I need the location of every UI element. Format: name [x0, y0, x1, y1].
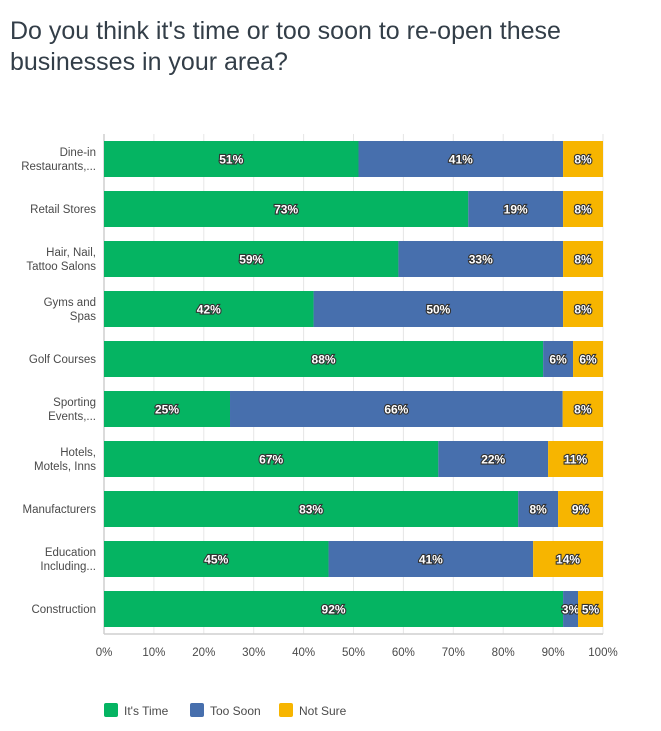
bar-segment — [104, 391, 231, 427]
data-label: 88% — [312, 353, 336, 367]
bar-segment — [328, 541, 534, 577]
bar-segment — [230, 391, 563, 427]
bar-segment — [563, 291, 603, 327]
data-label: 25% — [155, 403, 179, 417]
category-label: Golf Courses — [29, 354, 96, 366]
bar-segment — [562, 391, 603, 427]
category-label: Tattoo Salons — [26, 261, 96, 273]
data-label: 92% — [322, 603, 346, 617]
x-tick-label: 60% — [392, 647, 415, 659]
data-label: 33% — [469, 253, 493, 267]
category-label: Hotels, — [60, 447, 96, 459]
bar-segment — [104, 341, 544, 377]
x-tick-label: 80% — [492, 647, 515, 659]
bar-segment — [104, 591, 564, 627]
data-label: 83% — [299, 503, 323, 517]
data-label: 8% — [574, 253, 592, 267]
data-label: 8% — [574, 153, 592, 167]
bar-segment — [563, 591, 579, 627]
legend-swatch — [104, 703, 118, 717]
data-label: 19% — [504, 203, 528, 217]
data-label: 41% — [449, 153, 473, 167]
bar-segment — [548, 441, 603, 477]
x-tick-label: 20% — [192, 647, 215, 659]
category-label: Hair, Nail, — [46, 247, 96, 259]
category-label: Including... — [40, 561, 96, 573]
x-tick-label: 40% — [292, 647, 315, 659]
category-label: Retail Stores — [30, 204, 96, 216]
bar-segment — [104, 541, 329, 577]
bar-segment — [398, 241, 564, 277]
data-label: 6% — [549, 353, 567, 367]
bar-segment — [104, 141, 359, 177]
bar-segment — [468, 191, 564, 227]
bar-segment — [104, 441, 439, 477]
x-tick-label: 50% — [342, 647, 365, 659]
category-label: Dine-in — [60, 147, 96, 159]
category-label: Restaurants,... — [21, 161, 96, 173]
data-label: 41% — [419, 553, 443, 567]
data-label: 45% — [204, 553, 228, 567]
x-tick-label: 10% — [142, 647, 165, 659]
bar-segment — [558, 491, 603, 527]
legend-label: Too Soon — [210, 704, 261, 718]
x-tick-label: 90% — [542, 647, 565, 659]
category-label: Sporting — [53, 397, 96, 409]
data-label: 42% — [197, 303, 221, 317]
category-label: Manufacturers — [22, 504, 96, 516]
data-label: 67% — [259, 453, 283, 467]
x-tick-label: 30% — [242, 647, 265, 659]
category-label: Construction — [31, 604, 96, 616]
bar-segment — [358, 141, 564, 177]
bar-segment — [563, 191, 603, 227]
bar-segment — [313, 291, 564, 327]
data-label: 22% — [481, 453, 505, 467]
bar-segment — [578, 591, 603, 627]
category-label: Spas — [70, 311, 96, 323]
x-tick-label: 0% — [96, 647, 113, 659]
data-label: 6% — [579, 353, 597, 367]
legend-label: It's Time — [124, 704, 169, 718]
bar-segment — [543, 341, 574, 377]
data-label: 66% — [384, 403, 408, 417]
bar-segment — [563, 241, 603, 277]
data-label: 9% — [572, 503, 590, 517]
legend-swatch — [279, 703, 293, 717]
bar-segment — [563, 141, 603, 177]
legend-swatch — [190, 703, 204, 717]
data-label: 8% — [574, 403, 592, 417]
category-label: Education — [45, 547, 96, 559]
bar-segment — [518, 491, 559, 527]
data-label: 59% — [239, 253, 263, 267]
bar-segment — [104, 191, 469, 227]
data-label: 14% — [556, 553, 580, 567]
bar-segment — [573, 341, 603, 377]
data-label: 3% — [562, 603, 580, 617]
x-tick-label: 100% — [588, 647, 617, 659]
chart-title: Do you think it's time or too soon to re… — [10, 17, 561, 76]
data-label: 73% — [274, 203, 298, 217]
bar-segment — [104, 241, 399, 277]
bar-segment — [104, 491, 519, 527]
data-label: 5% — [582, 603, 600, 617]
bar-segment — [104, 291, 314, 327]
data-label: 50% — [426, 303, 450, 317]
category-label: Motels, Inns — [34, 461, 96, 473]
bar-segment — [533, 541, 603, 577]
data-label: 8% — [529, 503, 547, 517]
data-label: 51% — [219, 153, 243, 167]
category-label: Gyms and — [44, 297, 96, 309]
data-label: 11% — [564, 453, 588, 467]
data-label: 8% — [574, 303, 592, 317]
x-tick-label: 70% — [442, 647, 465, 659]
bar-segment — [438, 441, 549, 477]
data-label: 8% — [574, 203, 592, 217]
category-label: Events,... — [48, 411, 96, 423]
legend-label: Not Sure — [299, 704, 347, 718]
